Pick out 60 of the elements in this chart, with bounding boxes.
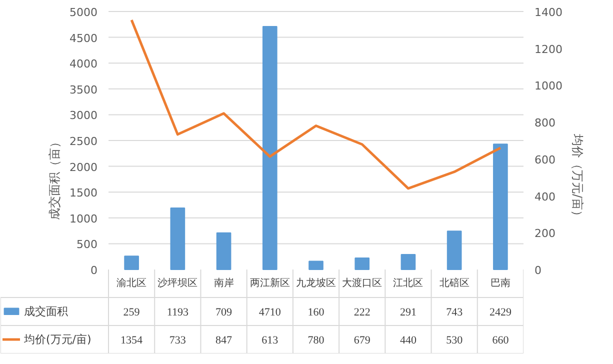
data-label: 4710 — [258, 306, 282, 318]
data-label: 222 — [354, 306, 370, 318]
legend-label: 成交面积 — [24, 304, 68, 320]
y2-tick-label: 800 — [534, 116, 556, 130]
y-tick-label: 0 — [90, 264, 98, 277]
bar — [216, 232, 232, 270]
data-label: 259 — [123, 306, 140, 318]
y2-tick-label: 200 — [534, 227, 556, 240]
x-tick-label: 九龙坡区 — [296, 277, 336, 289]
bar — [446, 230, 462, 270]
x-tick-label: 巴南 — [490, 277, 510, 289]
y-tick-label: 3500 — [70, 83, 98, 96]
y-tick-label: 1000 — [70, 212, 98, 226]
y-tick-label: 2500 — [70, 135, 98, 148]
x-tick-label: 大渡口区 — [342, 277, 382, 289]
y2-tick-label: 1000 — [534, 80, 562, 93]
x-tick-label: 南岸 — [214, 277, 234, 289]
y-tick-label: 5000 — [70, 6, 98, 19]
y2-tick-label: 0 — [534, 264, 542, 277]
y2-tick-label: 1200 — [534, 42, 562, 56]
y2-tick-label: 600 — [534, 153, 556, 166]
data-label: 160 — [308, 306, 325, 318]
x-tick-label: 北碚区 — [439, 277, 470, 289]
data-label: 1193 — [166, 306, 189, 318]
data-label: 743 — [446, 306, 464, 318]
bar — [354, 258, 370, 270]
x-tick-label: 渝北区 — [116, 277, 147, 289]
bar — [308, 260, 324, 270]
bar — [262, 26, 278, 270]
data-label: 709 — [216, 306, 233, 318]
line-series — [130, 18, 502, 190]
data-label: 1354 — [120, 334, 144, 346]
y2-tick-label: 1400 — [534, 6, 562, 19]
data-label: 291 — [400, 306, 416, 318]
bar — [400, 254, 416, 270]
y-tick-label: 500 — [76, 238, 98, 252]
x-tick-label: 两江新区 — [250, 277, 290, 289]
y-axis-title: 成交面积（亩） — [48, 136, 62, 220]
y2-tick-label: 400 — [534, 190, 556, 204]
y2-axis-title: 均价（万元/亩） — [570, 132, 584, 222]
legend-label: 均价(万元/亩) — [24, 332, 92, 348]
data-label: 530 — [446, 334, 464, 346]
data-label: 847 — [216, 334, 233, 346]
bar — [493, 144, 508, 270]
y-tick-label: 4500 — [70, 32, 98, 45]
y-tick-label: 4000 — [70, 58, 98, 71]
data-label: 2429 — [489, 306, 512, 318]
data-label: 679 — [354, 334, 371, 346]
data-label: 613 — [262, 334, 279, 346]
y-tick-label: 1500 — [70, 186, 98, 200]
data-label: 780 — [308, 334, 325, 346]
bar — [170, 207, 186, 270]
bar — [124, 256, 139, 270]
y-tick-label: 3000 — [70, 109, 98, 122]
x-tick-label: 沙坪坝区 — [158, 277, 198, 289]
x-tick-label: 江北区 — [393, 277, 424, 289]
data-label: 733 — [169, 334, 186, 346]
y-tick-label: 2000 — [70, 160, 98, 174]
data-label: 660 — [492, 334, 510, 346]
data-label: 440 — [400, 334, 417, 346]
